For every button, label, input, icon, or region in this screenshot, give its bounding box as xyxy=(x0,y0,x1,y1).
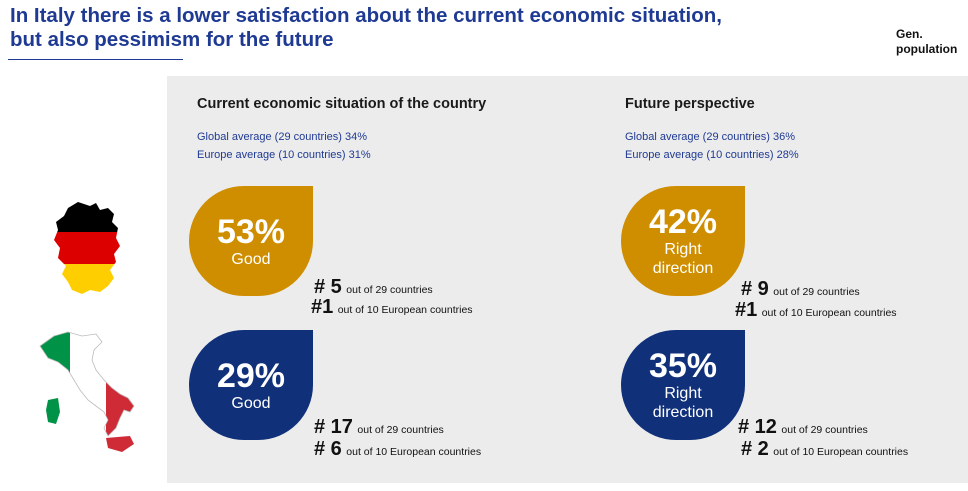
future-global-average: Global average (29 countries) 36% xyxy=(625,131,795,143)
title-line-2: but also pessimism for the future xyxy=(10,28,334,51)
italy-future-label-2: direction xyxy=(652,404,714,421)
germany-future-global-rank: # 9 out of 29 countries xyxy=(741,278,860,303)
rank-number: # 12 xyxy=(738,416,777,438)
rank-number: # 9 xyxy=(741,278,769,300)
page-title: In Italy there is a lower satisfaction a… xyxy=(10,4,722,52)
italy-current-label: Good xyxy=(231,394,271,412)
rank-text: out of 10 European countries xyxy=(337,304,473,316)
badge-line-2: population xyxy=(896,42,958,56)
rank-text: out of 10 European countries xyxy=(761,307,897,319)
current-situation-title: Current economic situation of the countr… xyxy=(197,96,487,112)
germany-stripe-red xyxy=(54,232,120,264)
title-line-1: In Italy there is a lower satisfaction a… xyxy=(10,4,722,27)
italy-future-label: Right xyxy=(664,385,702,402)
rank-number: #1 xyxy=(311,296,334,318)
italy-future-percent: 35% xyxy=(648,347,718,385)
italy-future-europe-rank: # 2 out of 10 European countries xyxy=(741,438,908,463)
germany-future-label: Right xyxy=(664,241,702,258)
rank-number: # 17 xyxy=(314,416,353,438)
rank-number: # 5 xyxy=(314,276,342,298)
germany-stripe-gold xyxy=(54,264,120,294)
germany-current-global-rank: # 5 out of 29 countries xyxy=(314,276,433,301)
italy-flag-map-icon xyxy=(39,331,135,452)
germany-current-drop: 53% Good xyxy=(189,186,313,296)
future-europe-average: Europe average (10 countries) 28% xyxy=(625,149,799,161)
germany-future-drop: 42% Right direction xyxy=(621,186,745,296)
italy-future-drop: 35% Right direction xyxy=(621,330,745,440)
rank-number: #1 xyxy=(735,299,758,321)
rank-text: out of 29 countries xyxy=(346,284,433,296)
germany-future-label-2: direction xyxy=(652,260,714,277)
germany-future-percent: 42% xyxy=(648,203,718,241)
rank-number: # 2 xyxy=(741,438,769,460)
rank-number: # 6 xyxy=(314,438,342,460)
title-underline xyxy=(8,59,183,60)
rank-text: out of 29 countries xyxy=(357,424,444,436)
italy-current-percent: 29% xyxy=(216,356,286,395)
current-global-average: Global average (29 countries) 34% xyxy=(197,131,367,143)
italy-stripe-red xyxy=(106,332,134,452)
badge-line-1: Gen. xyxy=(896,27,923,41)
germany-current-label: Good xyxy=(231,250,271,268)
germany-current-europe-rank: #1 out of 10 European countries xyxy=(311,296,473,321)
rank-text: out of 29 countries xyxy=(773,286,860,298)
rank-text: out of 10 European countries xyxy=(773,446,909,458)
rank-text: out of 10 European countries xyxy=(346,446,482,458)
italy-stripe-green xyxy=(40,332,70,452)
germany-current-percent: 53% xyxy=(216,212,286,251)
italy-current-europe-rank: # 6 out of 10 European countries xyxy=(314,438,481,463)
italy-future-global-rank: # 12 out of 29 countries xyxy=(738,416,868,441)
italy-current-global-rank: # 17 out of 29 countries xyxy=(314,416,444,441)
future-perspective-title: Future perspective xyxy=(625,96,755,112)
rank-text: out of 29 countries xyxy=(781,424,868,436)
germany-stripe-black xyxy=(54,202,120,232)
germany-flag-map-icon xyxy=(54,202,120,294)
population-badge: Gen. population xyxy=(896,27,957,57)
italy-stripe-white xyxy=(70,332,106,452)
italy-current-drop: 29% Good xyxy=(189,330,313,440)
germany-future-europe-rank: #1 out of 10 European countries xyxy=(735,299,897,324)
current-europe-average: Europe average (10 countries) 31% xyxy=(197,149,371,161)
